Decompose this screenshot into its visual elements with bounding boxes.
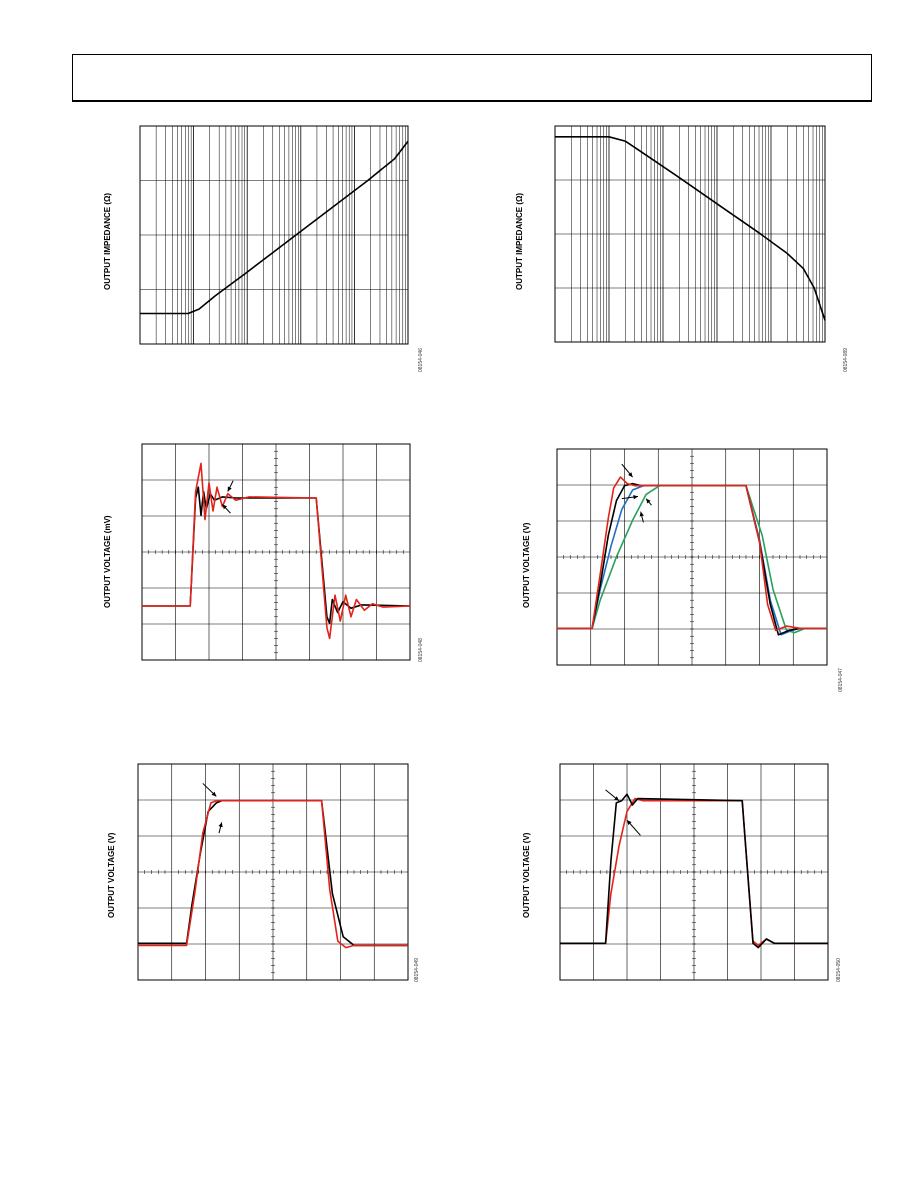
chart-output-voltage-4series xyxy=(556,448,828,666)
annotation-arrowhead xyxy=(227,486,232,492)
annotation-arrowhead xyxy=(633,494,638,500)
chart-svg xyxy=(559,763,829,981)
series-line-2 xyxy=(138,799,408,949)
annotation-arrowhead xyxy=(218,822,223,828)
chart-output-voltage-2series-b xyxy=(559,763,829,981)
chart-svg xyxy=(141,443,411,661)
y-axis-label: OUTPUT IMPEDANCE (Ω) xyxy=(103,192,112,290)
chart-output-voltage-2series-a xyxy=(137,763,409,981)
series-line-2 xyxy=(142,462,411,640)
figure-id: 08154-089 xyxy=(843,348,849,372)
page-header-box xyxy=(72,54,872,102)
chart-output-voltage-mv xyxy=(141,443,411,661)
y-axis-label: OUTPUT VOLTAGE (V) xyxy=(107,832,116,918)
plot-frame xyxy=(556,448,828,666)
figure-id: 08154-049 xyxy=(414,958,420,982)
chart-svg xyxy=(554,125,826,343)
annotation-arrowhead xyxy=(211,791,217,797)
figure-id: 08154-046 xyxy=(418,348,424,372)
chart-svg xyxy=(139,125,409,345)
y-axis-label: OUTPUT VOLTAGE (mV) xyxy=(103,515,112,608)
y-axis-label: OUTPUT VOLTAGE (V) xyxy=(522,522,531,608)
figure-id: 08154-047 xyxy=(838,668,844,692)
y-axis-label: OUTPUT IMPEDANCE (Ω) xyxy=(515,192,524,290)
chart-output-impedance-2 xyxy=(554,125,826,343)
series-line-1 xyxy=(142,486,411,625)
annotation-arrowhead xyxy=(639,511,644,517)
plot-frame xyxy=(554,125,826,343)
series-line-1 xyxy=(555,136,826,321)
annotation-arrowhead xyxy=(627,820,632,825)
plot-frame xyxy=(559,763,829,981)
chart-svg xyxy=(556,448,828,666)
figure-id: 08154-050 xyxy=(836,958,842,982)
plot-frame xyxy=(139,125,409,345)
series-line-1 xyxy=(140,140,409,315)
series-line-2 xyxy=(560,793,828,949)
plot-frame xyxy=(137,763,409,981)
series-line-4 xyxy=(557,476,827,632)
annotation-arrowhead xyxy=(628,472,633,478)
annotation-arrowhead xyxy=(614,796,619,801)
chart-output-impedance-1 xyxy=(139,125,409,345)
annotation-arrowhead xyxy=(646,498,651,504)
figure-id: 08154-048 xyxy=(418,638,424,662)
annotation-arrowhead xyxy=(222,504,228,510)
series-line-1 xyxy=(138,799,408,947)
chart-svg xyxy=(137,763,409,981)
y-axis-label: OUTPUT VOLTAGE (V) xyxy=(522,832,531,918)
plot-frame xyxy=(141,443,411,661)
